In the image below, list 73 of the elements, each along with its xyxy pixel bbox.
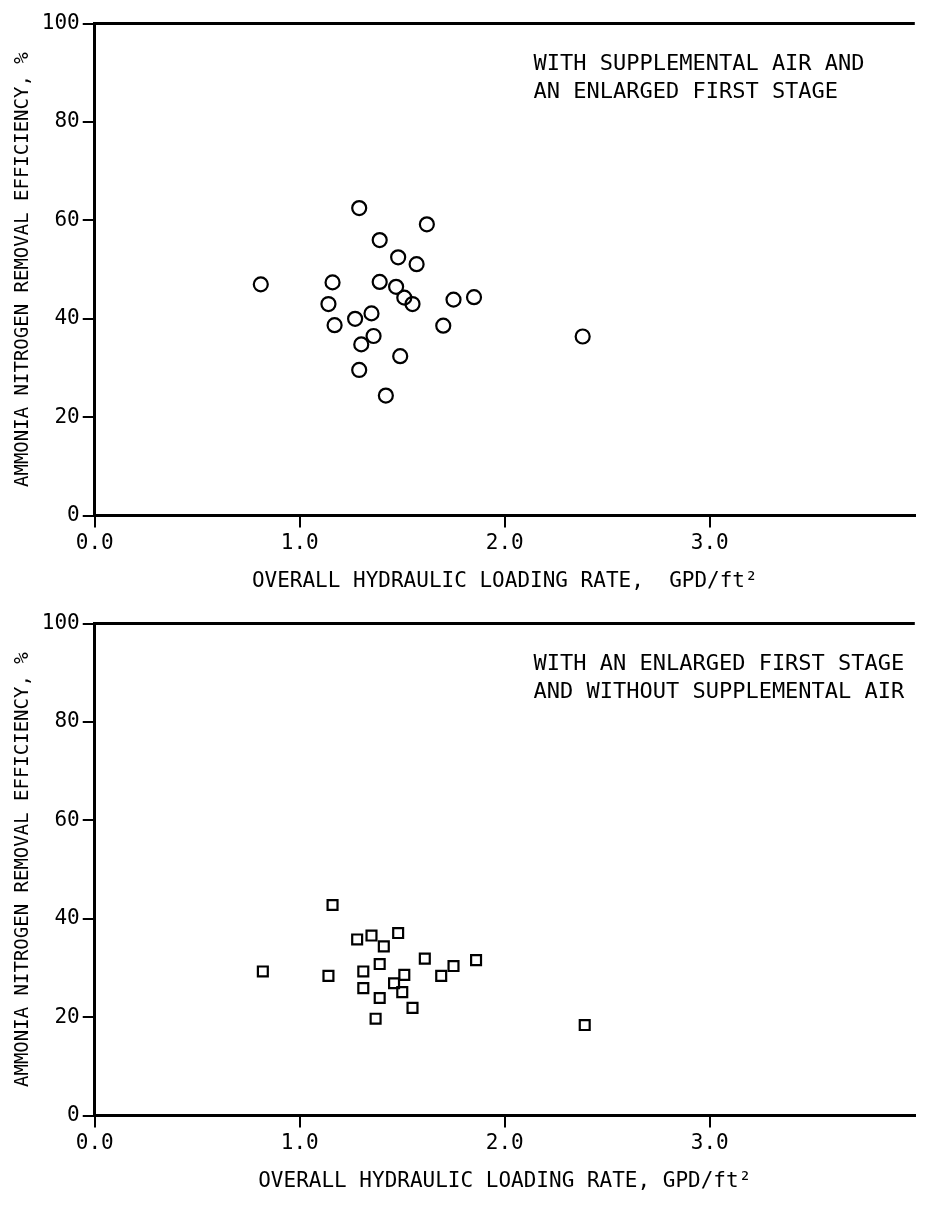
annotation: AND WITHOUT SUPPLEMENTAL AIR [533,678,906,704]
point [388,977,401,990]
point [578,1019,591,1032]
point [396,289,413,306]
y-axis-title: AMMONIA NITROGEN REMOVAL EFFICIENCY, % [10,651,33,1087]
point [406,1001,419,1014]
y-tick-label: 60 [54,206,80,231]
point [365,929,378,942]
point [322,969,335,982]
x-axis-title: OVERALL HYDRAULIC LOADING RATE, GPD/ft² [251,567,758,592]
point [351,933,364,946]
point [365,327,382,345]
point [418,216,435,233]
x-tick-label: 2.0 [485,529,524,554]
point [353,336,370,353]
annotation: WITH AN ENLARGED FIRST STAGE [533,650,905,676]
point [324,274,341,291]
point [252,276,269,293]
point [465,289,483,306]
x-tick-label: 3.0 [690,1129,729,1154]
point [373,958,386,971]
annotation: AN ENLARGED FIRST STAGE [533,78,839,104]
y-tick-label: 100 [41,610,80,635]
point [396,986,409,999]
point [326,317,343,334]
y-tick-label: 20 [54,1003,80,1028]
y-tick-label: 40 [54,905,80,930]
point [371,273,388,290]
point [371,231,388,249]
point [373,991,386,1005]
point [445,291,462,308]
y-tick-label: 80 [54,708,80,733]
point [363,305,380,322]
point [388,278,405,295]
annotation: WITH SUPPLEMENTAL AIR AND [533,50,865,76]
x-tick-label: 1.0 [280,1129,319,1154]
y-tick-label: 60 [54,806,80,831]
x-tick-label: 3.0 [690,529,729,554]
point [404,295,421,313]
point [357,965,370,978]
x-tick-label: 1.0 [280,529,319,554]
point [351,200,368,217]
point [398,968,411,981]
point [351,361,368,379]
point [408,256,425,273]
point [347,310,364,327]
y-tick-label: 0 [67,1102,80,1127]
x-tick-label: 0.0 [75,529,114,554]
x-axis-title: OVERALL HYDRAULIC LOADING RATE, GPD/ft² [258,1167,752,1192]
point [418,952,431,965]
y-tick-label: 80 [54,108,80,133]
point [447,959,460,973]
point [435,317,452,334]
y-tick-label: 0 [67,502,80,527]
point [320,295,337,313]
y-axis-title: AMMONIA NITROGEN REMOVAL EFFICIENCY, % [10,51,33,487]
point [326,898,339,912]
point [357,982,370,995]
point [256,965,269,978]
point [377,940,390,953]
point [390,249,407,266]
point [392,348,409,365]
y-tick-label: 100 [41,10,80,35]
y-tick-label: 20 [54,403,80,428]
point [377,387,394,404]
point [435,969,448,982]
point [574,328,591,345]
y-tick-label: 40 [54,305,80,330]
point [369,1012,382,1025]
point [470,954,483,967]
x-tick-label: 0.0 [75,1129,114,1154]
point [392,927,405,940]
x-tick-label: 2.0 [485,1129,524,1154]
